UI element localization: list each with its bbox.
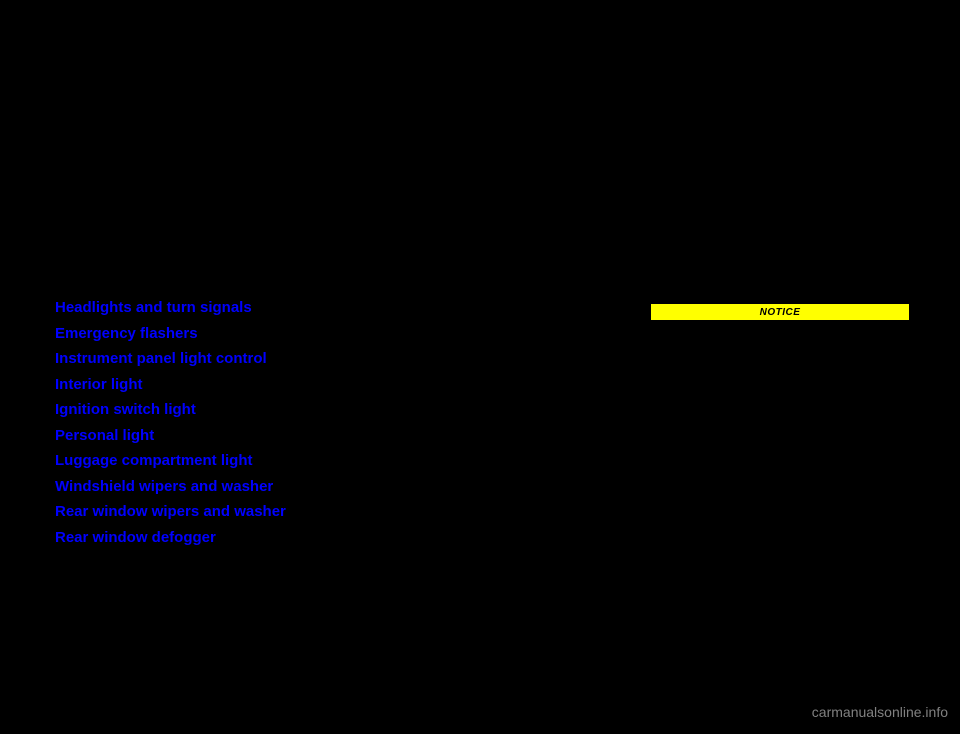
- toc-link-headlights[interactable]: Headlights and turn signals: [55, 295, 355, 321]
- toc-link-interior-light[interactable]: Interior light: [55, 372, 355, 398]
- table-of-contents: Headlights and turn signals Emergency fl…: [55, 295, 355, 550]
- toc-link-rear-wipers[interactable]: Rear window wipers and washer: [55, 499, 355, 525]
- toc-link-luggage-light[interactable]: Luggage compartment light: [55, 448, 355, 474]
- toc-link-instrument-panel[interactable]: Instrument panel light control: [55, 346, 355, 372]
- toc-link-personal-light[interactable]: Personal light: [55, 423, 355, 449]
- toc-link-ignition-switch[interactable]: Ignition switch light: [55, 397, 355, 423]
- watermark: carmanualsonline.info: [812, 704, 948, 720]
- toc-link-rear-defogger[interactable]: Rear window defogger: [55, 525, 355, 551]
- notice-label: NOTICE: [760, 307, 801, 318]
- notice-box: NOTICE: [650, 303, 910, 321]
- toc-link-emergency-flashers[interactable]: Emergency flashers: [55, 321, 355, 347]
- toc-link-windshield-wipers[interactable]: Windshield wipers and washer: [55, 474, 355, 500]
